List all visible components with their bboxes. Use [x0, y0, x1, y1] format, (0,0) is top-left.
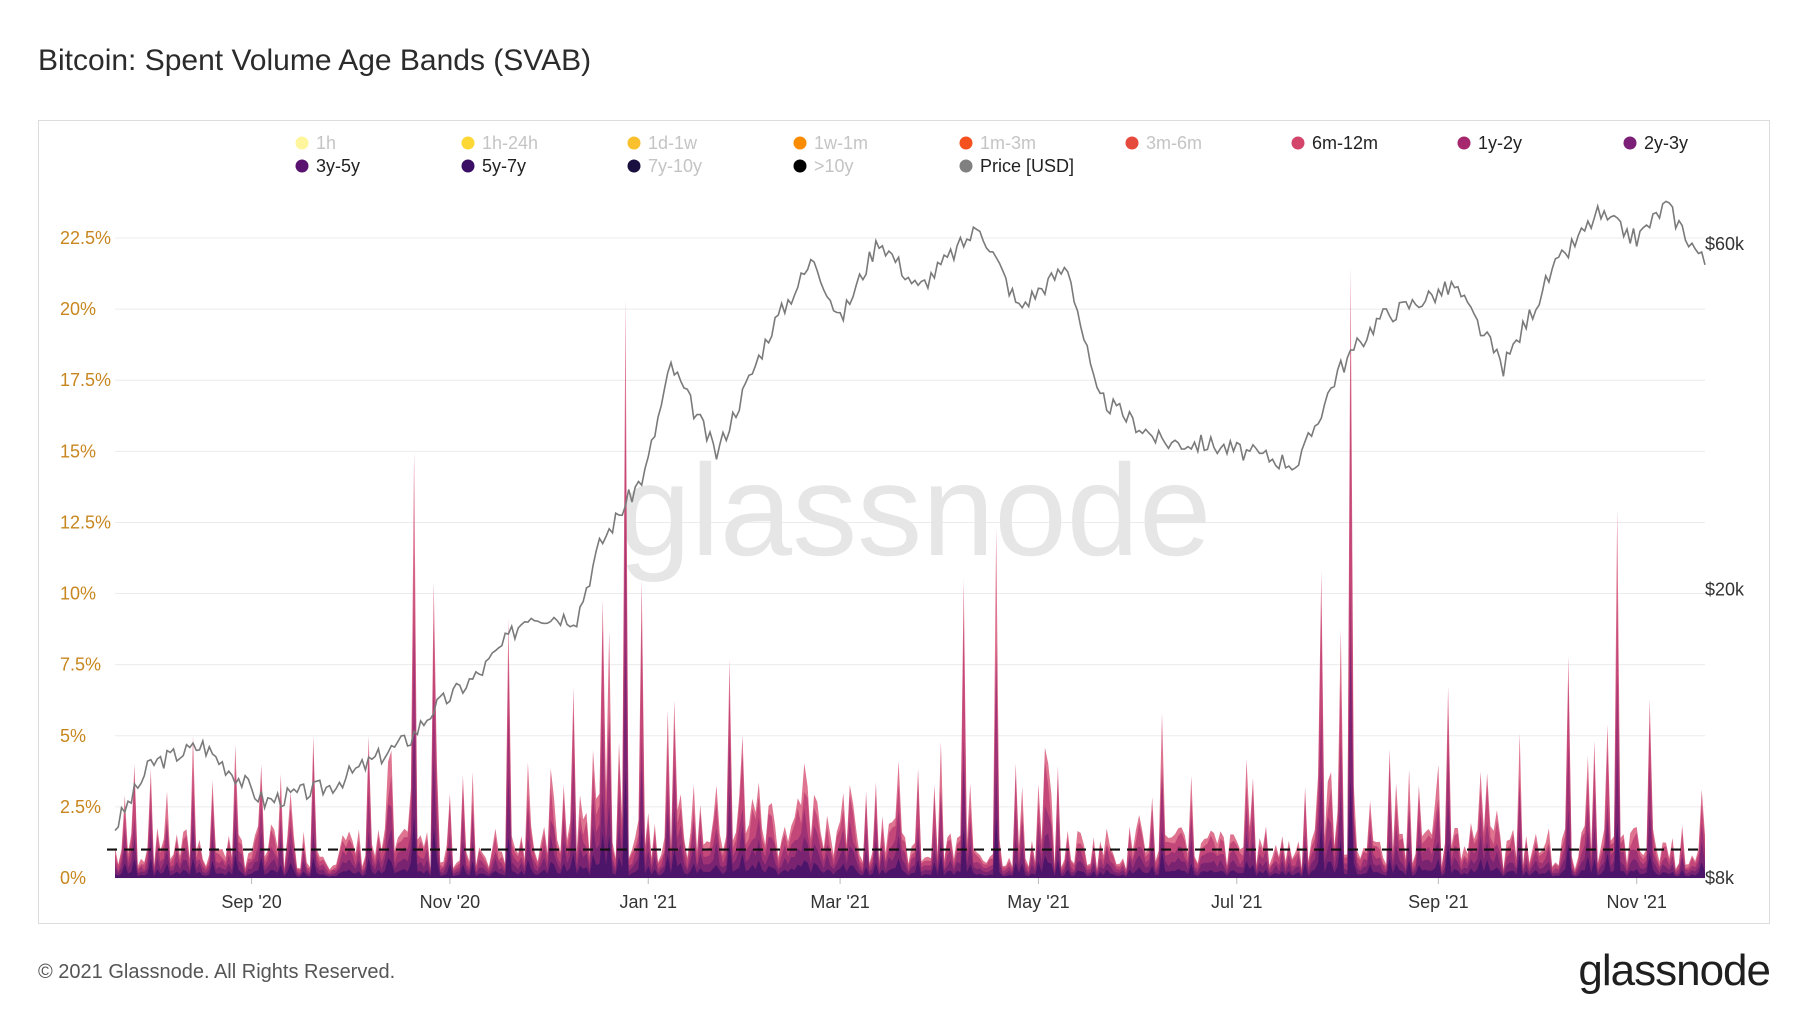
x-tick-label: Sep '20 — [221, 892, 282, 912]
age-band-area-2 — [115, 354, 1705, 878]
right-axis: $8k $20k $60k — [1705, 234, 1745, 888]
legend-swatch — [793, 159, 807, 173]
legend-label: 1h-24h — [482, 133, 538, 153]
age-band-area-4 — [115, 642, 1705, 878]
y-left-tick-label: 12.5% — [60, 512, 111, 532]
chart-frame — [38, 120, 1770, 924]
legend-item-1m-3m[interactable]: 1m-3m — [959, 133, 1037, 153]
x-tick-label: Mar '21 — [810, 892, 869, 912]
legend-item-3y-5y[interactable]: 3y-5y — [295, 156, 361, 176]
legend-swatch — [461, 159, 475, 173]
legend-swatch — [959, 136, 973, 150]
legend-label: 1w-1m — [814, 133, 868, 153]
x-axis: Sep '20 Nov '20 Jan '21 Mar '21 May '21 Jul '… — [221, 878, 1667, 912]
y-left-tick-label: 0% — [60, 868, 86, 888]
legend-label: 6m-12m — [1312, 133, 1378, 153]
legend-swatch — [461, 136, 475, 150]
x-tick-label: Nov '20 — [420, 892, 480, 912]
x-tick-label: May '21 — [1007, 892, 1069, 912]
legend-item-1d-1w[interactable]: 1d-1w — [627, 133, 699, 153]
legend-swatch — [1125, 136, 1139, 150]
legend-label: Price [USD] — [980, 156, 1074, 176]
legend-swatch — [627, 136, 641, 150]
y-right-tick-label: $8k — [1705, 868, 1735, 888]
legend-label: 1y-2y — [1478, 133, 1522, 153]
legend-swatch — [627, 159, 641, 173]
legend-label: >10y — [814, 156, 854, 176]
x-tick-label: Sep '21 — [1408, 892, 1469, 912]
y-left-tick-label: 17.5% — [60, 370, 111, 390]
y-left-tick-label: 20% — [60, 299, 96, 319]
legend-item-2y-3y[interactable]: 2y-3y — [1623, 133, 1689, 153]
y-left-tick-label: 7.5% — [60, 655, 101, 675]
watermark-text: glassnode — [619, 437, 1212, 583]
left-axis: 0% 2.5% 5% 7.5% 10% 12.5% 15% 17.5% 20% 22.5% — [60, 228, 111, 888]
y-left-tick-label: 22.5% — [60, 228, 111, 248]
x-tick-label: Jul '21 — [1211, 892, 1262, 912]
legend-swatch — [295, 136, 309, 150]
y-left-tick-label: 2.5% — [60, 797, 101, 817]
legend-label: 5y-7y — [482, 156, 526, 176]
y-left-tick-label: 10% — [60, 584, 96, 604]
legend-item-7y-10y[interactable]: 7y-10y — [627, 156, 703, 176]
legend-swatch — [959, 159, 973, 173]
legend: 1h 1h-24h 1d-1w 1w-1m 1m-3m 3m-6m 6m-12m 1y-2y 2… — [295, 133, 1689, 176]
legend-label: 1h — [316, 133, 336, 153]
legend-item-3m-6m[interactable]: 3m-6m — [1125, 133, 1203, 153]
brand-logo[interactable]: glassnode — [1578, 946, 1771, 995]
legend-swatch — [793, 136, 807, 150]
price-line-group — [114, 200, 1706, 832]
legend-label: 7y-10y — [648, 156, 702, 176]
legend-label: 1m-3m — [980, 133, 1036, 153]
legend-item-1y-2y[interactable]: 1y-2y — [1457, 133, 1523, 153]
legend-swatch — [1291, 136, 1305, 150]
legend-swatch — [295, 159, 309, 173]
legend-item-6m-12m[interactable]: 6m-12m — [1291, 133, 1379, 153]
y-left-tick-label: 5% — [60, 726, 86, 746]
y-left-tick-label: 15% — [60, 441, 96, 461]
y-right-tick-label: $20k — [1705, 580, 1745, 600]
legend-item--10y[interactable]: >10y — [793, 156, 854, 176]
legend-item-price-usd-[interactable]: Price [USD] — [959, 156, 1075, 176]
copyright-footer: © 2021 Glassnode. All Rights Reserved. — [38, 961, 396, 983]
legend-item-1h-24h[interactable]: 1h-24h — [461, 133, 539, 153]
legend-label: 3y-5y — [316, 156, 360, 176]
legend-item-1h[interactable]: 1h — [295, 133, 337, 153]
legend-swatch — [1457, 136, 1471, 150]
legend-label: 2y-3y — [1644, 133, 1688, 153]
legend-label: 1d-1w — [648, 133, 698, 153]
price-line — [114, 200, 1706, 832]
y-right-tick-label: $60k — [1705, 234, 1745, 254]
legend-swatch — [1623, 136, 1637, 150]
legend-label: 3m-6m — [1146, 133, 1202, 153]
x-tick-label: Nov '21 — [1606, 892, 1666, 912]
x-tick-label: Jan '21 — [620, 892, 677, 912]
chart-title: Bitcoin: Spent Volume Age Bands (SVAB) — [38, 44, 592, 77]
legend-item-1w-1m[interactable]: 1w-1m — [793, 133, 869, 153]
legend-item-5y-7y[interactable]: 5y-7y — [461, 156, 527, 176]
